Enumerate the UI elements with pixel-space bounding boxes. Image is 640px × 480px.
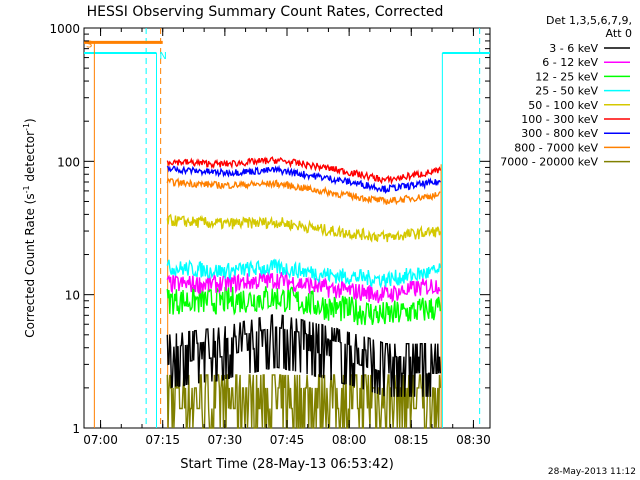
legend-label-6: 300 - 800 keV bbox=[521, 127, 598, 140]
footer-date: 28-May-2013 11:12 bbox=[548, 467, 636, 477]
x-tick-label-1: 07:15 bbox=[145, 433, 180, 447]
flag-label-N: N bbox=[159, 51, 166, 62]
x-tick-label-5: 08:15 bbox=[394, 433, 429, 447]
y-tick-label-2: 100 bbox=[57, 155, 80, 169]
series-line-2 bbox=[166, 286, 441, 326]
legend-label-1: 6 - 12 keV bbox=[542, 56, 598, 69]
legend-header-line-2: Att 0 bbox=[606, 27, 632, 40]
x-tick-label-3: 07:45 bbox=[270, 433, 305, 447]
series-line-7 bbox=[166, 177, 441, 206]
x-tick-label-2: 07:30 bbox=[208, 433, 243, 447]
x-axis: 07:00 07:15 07:30 07:45 08:00 08:15 08:30 bbox=[83, 28, 491, 447]
series-layer bbox=[166, 156, 441, 429]
legend-label-0: 3 - 6 keV bbox=[549, 42, 598, 55]
legend-label-5: 100 - 300 keV bbox=[521, 113, 598, 126]
legend-label-4: 50 - 100 keV bbox=[528, 99, 598, 112]
y-tick-label-1: 10 bbox=[65, 289, 80, 303]
series-line-1 bbox=[166, 270, 441, 304]
x-tick-label-4: 08:00 bbox=[332, 433, 367, 447]
series-line-6 bbox=[166, 164, 441, 195]
x-axis-label: Start Time (28-May-13 06:53:42) bbox=[180, 457, 394, 472]
series-line-3 bbox=[166, 258, 441, 289]
flag-label-S: S bbox=[86, 39, 92, 50]
series-line-0 bbox=[166, 314, 441, 397]
x-tick-label-0: 07:00 bbox=[83, 433, 118, 447]
x-tick-label-6: 08:30 bbox=[456, 433, 491, 447]
legend-header-line-1: Det 1,3,5,6,7,9, bbox=[546, 14, 632, 27]
series-line-4 bbox=[166, 213, 441, 243]
y-tick-label-0: 1 bbox=[72, 422, 80, 436]
legend-label-7: 800 - 7000 keV bbox=[514, 141, 598, 154]
chart-title: HESSI Observing Summary Count Rates, Cor… bbox=[87, 4, 444, 20]
y-axis: 1 10 100 1000 bbox=[49, 22, 490, 436]
legend-label-8: 7000 - 20000 keV bbox=[500, 156, 598, 169]
y-axis-label: Corrected Count Rate (s-1 detector-1) bbox=[22, 118, 37, 337]
series-line-5 bbox=[166, 156, 441, 186]
legend-label-3: 25 - 50 keV bbox=[535, 85, 598, 98]
y-tick-label-3: 1000 bbox=[49, 22, 80, 36]
legend-label-2: 12 - 25 keV bbox=[535, 70, 598, 83]
